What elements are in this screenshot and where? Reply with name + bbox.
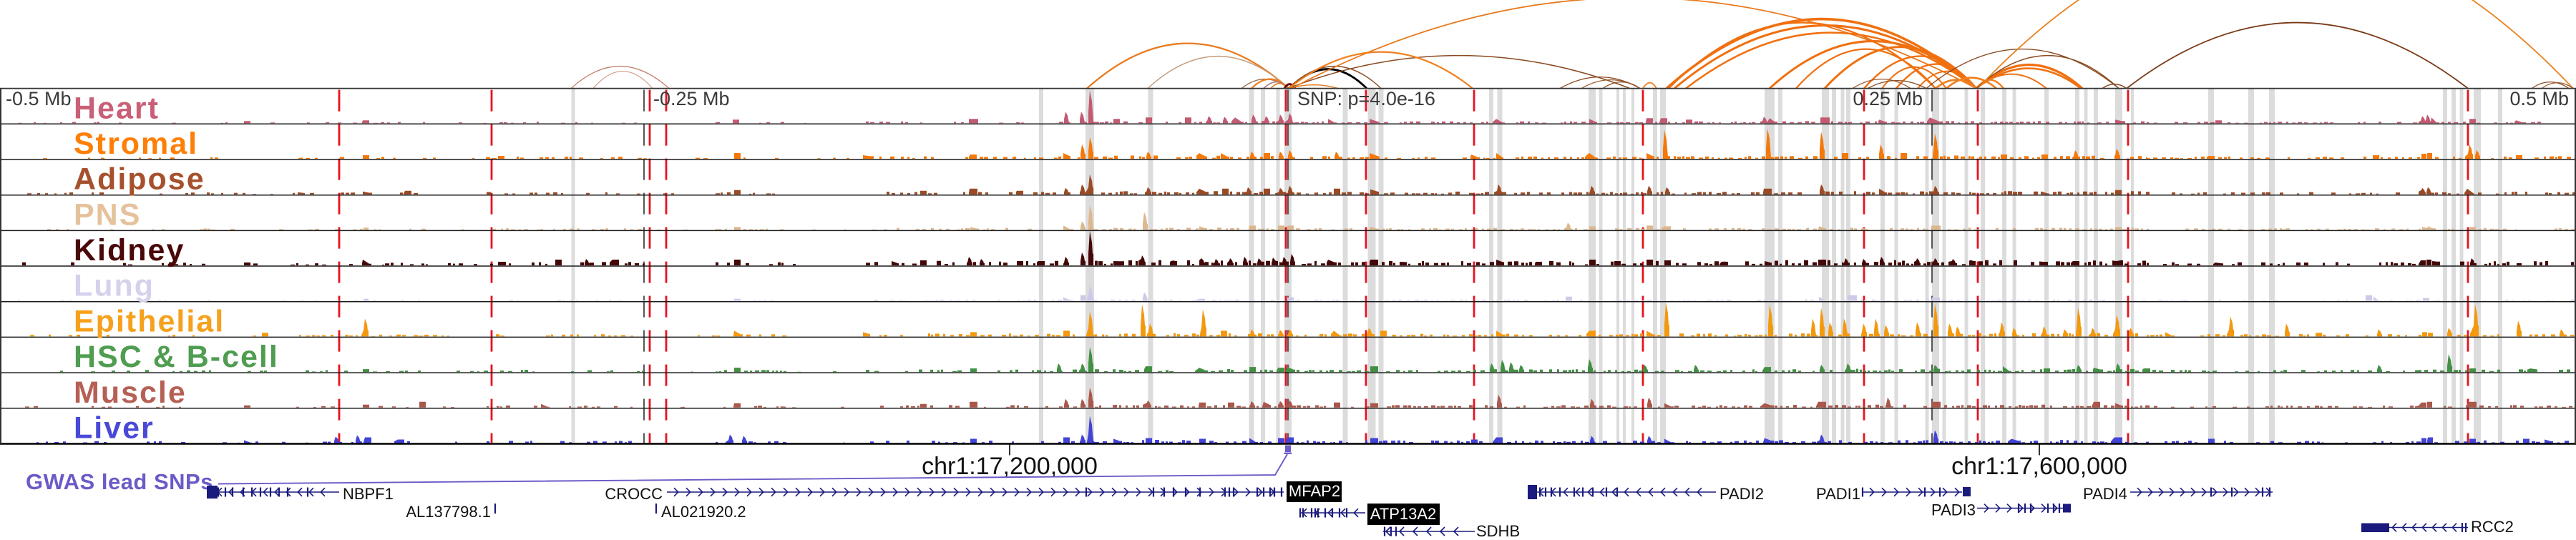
- svg-text:Adipose: Adipose: [74, 162, 205, 197]
- svg-text:GWAS lead SNPs: GWAS lead SNPs: [26, 469, 213, 494]
- svg-text:Lung: Lung: [74, 269, 155, 303]
- svg-text:HSC & B-cell: HSC & B-cell: [74, 340, 279, 374]
- svg-text:SDHB: SDHB: [1476, 522, 1520, 536]
- svg-text:Stromal: Stromal: [74, 127, 198, 161]
- svg-text:RCC2: RCC2: [2471, 518, 2514, 536]
- svg-text:PNS: PNS: [74, 197, 141, 232]
- svg-text:PADI1: PADI1: [1816, 485, 1860, 503]
- svg-text:0.25 Mb: 0.25 Mb: [1853, 88, 1923, 109]
- svg-text:PADI4: PADI4: [2083, 485, 2127, 503]
- svg-text:SNP: p=4.0e-16: SNP: p=4.0e-16: [1297, 88, 1435, 109]
- svg-text:Kidney: Kidney: [74, 233, 185, 267]
- svg-text:PADI3: PADI3: [1931, 501, 1976, 519]
- svg-text:AL021920.2: AL021920.2: [661, 503, 746, 521]
- svg-text:AL137798.1: AL137798.1: [406, 503, 491, 521]
- svg-text:NBPF1: NBPF1: [343, 485, 394, 503]
- svg-text:-0.25 Mb: -0.25 Mb: [653, 88, 730, 109]
- svg-text:MFAP2: MFAP2: [1289, 482, 1340, 500]
- svg-text:Muscle: Muscle: [74, 375, 187, 410]
- svg-text:Epithelial: Epithelial: [74, 304, 225, 338]
- svg-text:chr1:17,200,000: chr1:17,200,000: [922, 453, 1098, 480]
- svg-text:ATP13A2: ATP13A2: [1370, 505, 1437, 523]
- svg-text:Liver: Liver: [74, 411, 155, 446]
- svg-text:PADI2: PADI2: [1719, 485, 1764, 503]
- svg-text:CROCC: CROCC: [605, 485, 663, 503]
- svg-text:chr1:17,600,000: chr1:17,600,000: [1951, 453, 2127, 480]
- svg-text:0.5 Mb: 0.5 Mb: [2509, 88, 2569, 109]
- svg-text:Heart: Heart: [74, 91, 160, 125]
- svg-text:-0.5 Mb: -0.5 Mb: [6, 88, 72, 109]
